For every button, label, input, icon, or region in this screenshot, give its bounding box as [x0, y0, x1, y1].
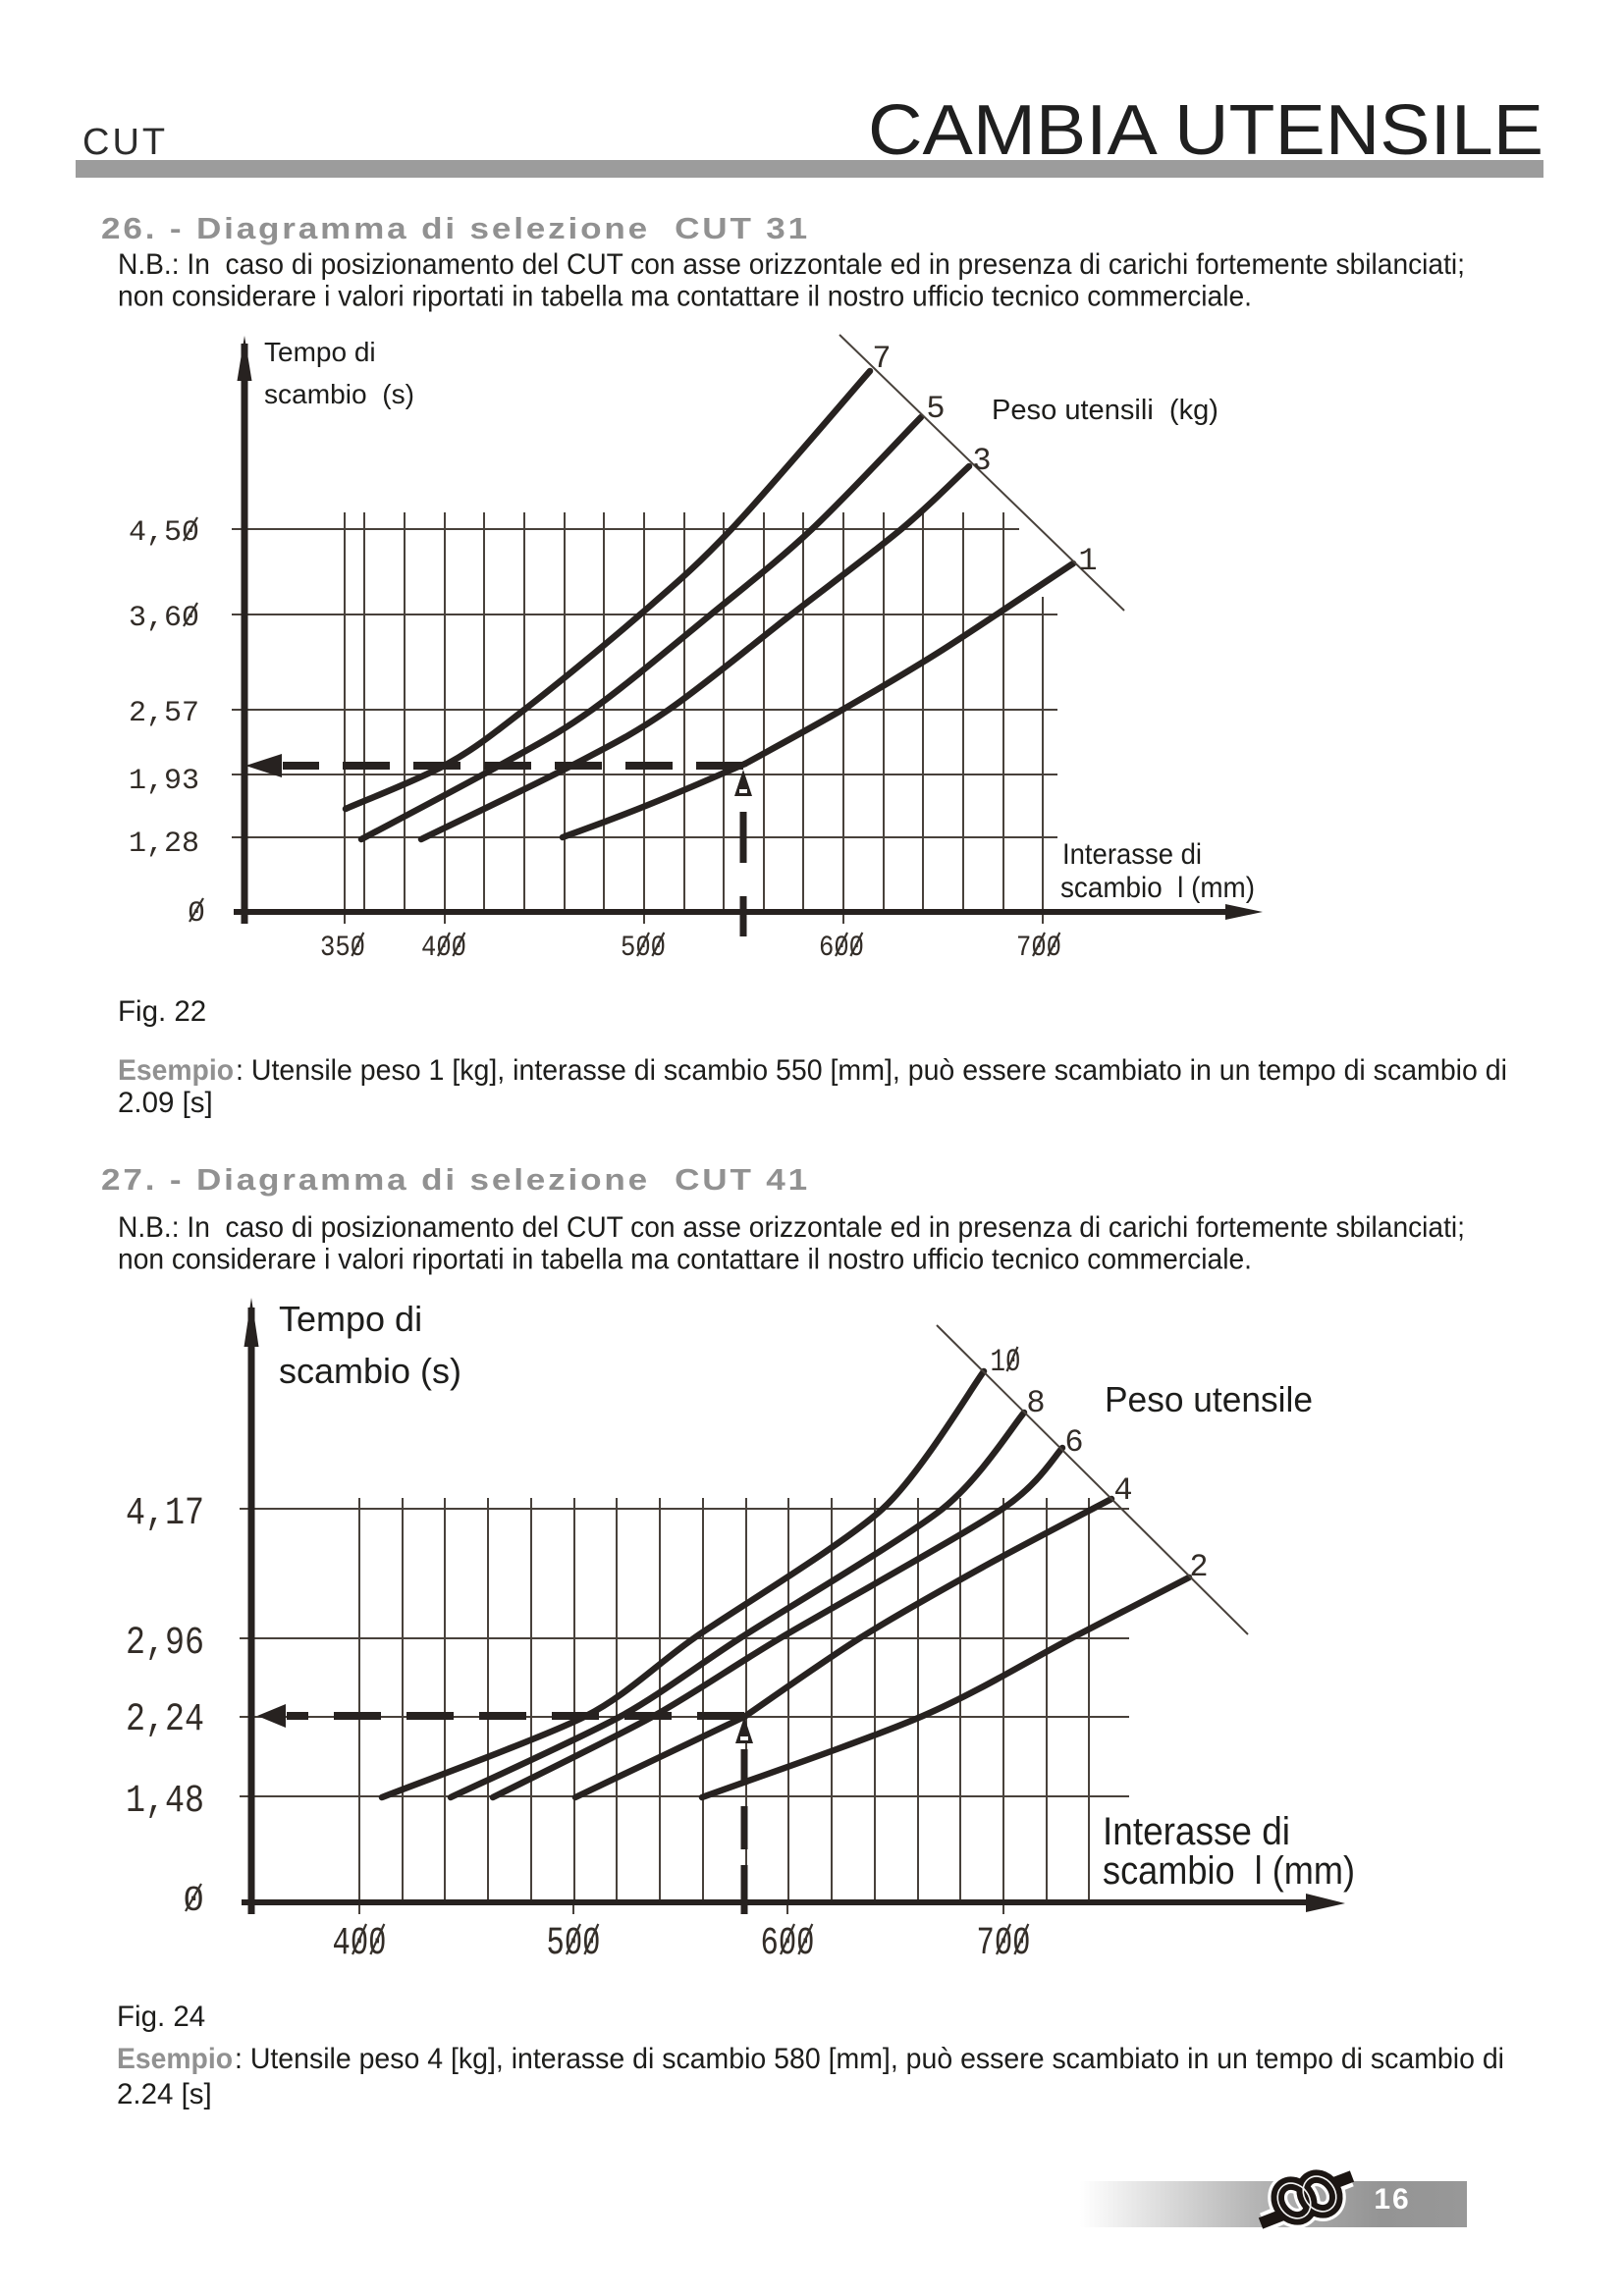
svg-text:400: 400: [421, 932, 466, 965]
svg-text:N.B.: In caso di posizionamen: N.B.: In caso di posizionamento del CUT …: [118, 248, 1465, 281]
svg-text:6: 6: [1064, 1424, 1083, 1461]
svg-text:: Utensile peso 4 [kg], intera: : Utensile peso 4 [kg], interasse di sca…: [235, 2043, 1504, 2075]
svg-text:4: 4: [1113, 1472, 1132, 1509]
svg-text:Fig. 22: Fig. 22: [118, 995, 206, 1028]
svg-text:CAMBIA UTENSILE: CAMBIA UTENSILE: [868, 91, 1543, 170]
svg-text:Interasse di: Interasse di: [1062, 838, 1202, 871]
svg-text:non considerare i valori ripor: non considerare i valori riportati in ta…: [118, 281, 1252, 313]
svg-text:7: 7: [872, 341, 891, 377]
svg-text:1,28: 1,28: [129, 828, 199, 861]
svg-text:16: 16: [1374, 2183, 1410, 2216]
svg-text:1,48: 1,48: [126, 1780, 204, 1824]
svg-text:1: 1: [1078, 543, 1097, 579]
svg-text:scambio l (mm): scambio l (mm): [1060, 872, 1255, 904]
svg-text:700: 700: [1016, 932, 1061, 965]
svg-text:4,17: 4,17: [126, 1492, 204, 1536]
svg-text:600: 600: [819, 932, 864, 965]
svg-text:Esempio: Esempio: [117, 2043, 233, 2075]
svg-text:500: 500: [621, 932, 666, 965]
svg-text:CUT: CUT: [82, 122, 168, 163]
svg-text:2.24 [s]: 2.24 [s]: [117, 2078, 212, 2110]
svg-text:Tempo di: Tempo di: [279, 1299, 422, 1339]
svg-text:1,93: 1,93: [129, 765, 199, 798]
svg-text:2,96: 2,96: [126, 1622, 204, 1666]
svg-text:Peso utensili (kg): Peso utensili (kg): [992, 395, 1218, 426]
svg-text:8: 8: [1026, 1385, 1045, 1421]
svg-text:27. - Diagramma di selezione: 27. - Diagramma di selezione CUT 41: [101, 1162, 810, 1197]
svg-text:700: 700: [977, 1922, 1031, 1966]
svg-text:Fig. 24: Fig. 24: [117, 2001, 205, 2033]
svg-text:350: 350: [320, 932, 365, 965]
svg-text:600: 600: [761, 1922, 815, 1966]
svg-text:2,57: 2,57: [129, 697, 199, 730]
svg-text:0: 0: [183, 1881, 204, 1921]
svg-text:Interasse di: Interasse di: [1103, 1810, 1290, 1853]
svg-text:2.09 [s]: 2.09 [s]: [118, 1087, 213, 1119]
svg-text:2,24: 2,24: [126, 1698, 204, 1742]
svg-text:0: 0: [188, 897, 205, 931]
svg-text:500: 500: [547, 1922, 601, 1966]
svg-text:Esempio: Esempio: [118, 1054, 234, 1087]
svg-text:scambio (s): scambio (s): [279, 1351, 461, 1391]
svg-text:26. - Diagramma di selezione: 26. - Diagramma di selezione CUT 31: [101, 211, 810, 245]
svg-text:400: 400: [333, 1922, 387, 1966]
svg-text:2: 2: [1189, 1549, 1208, 1585]
svg-text:scambio l (mm): scambio l (mm): [1103, 1849, 1355, 1893]
svg-text:scambio (s): scambio (s): [264, 379, 414, 409]
svg-text:Peso utensile: Peso utensile: [1105, 1379, 1313, 1419]
svg-text:3: 3: [972, 443, 991, 479]
svg-text:non considerare i valori ripor: non considerare i valori riportati in ta…: [118, 1244, 1252, 1276]
svg-text:N.B.: In caso di posizionamen: N.B.: In caso di posizionamento del CUT …: [118, 1211, 1465, 1244]
svg-text:: Utensile peso 1 [kg], intera: : Utensile peso 1 [kg], interasse di sca…: [236, 1054, 1507, 1087]
svg-text:Tempo di: Tempo di: [264, 337, 376, 367]
svg-text:5: 5: [926, 391, 945, 427]
